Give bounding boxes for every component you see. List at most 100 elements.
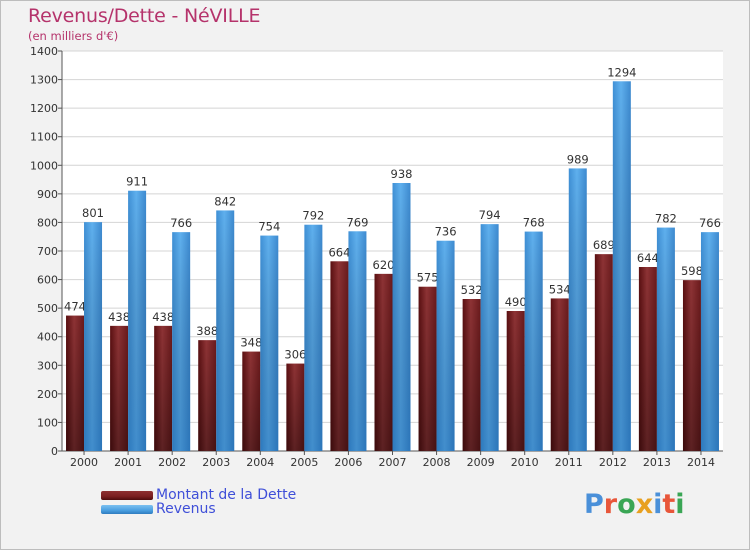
y-tick-label: 100 xyxy=(37,416,58,429)
y-tick-label: 1400 xyxy=(30,45,58,58)
legend-swatch-revenue xyxy=(101,504,153,514)
x-tick-label: 2003 xyxy=(202,456,230,469)
data-label-revenue: 768 xyxy=(523,216,545,230)
data-label-revenue: 911 xyxy=(126,175,148,189)
data-label-debt: 490 xyxy=(505,295,527,309)
data-label-debt: 689 xyxy=(593,238,615,252)
bar-revenue-shade xyxy=(656,227,675,451)
data-label-debt: 348 xyxy=(240,336,262,350)
y-tick-label: 400 xyxy=(37,331,58,344)
bar-debt-shade xyxy=(198,340,217,451)
y-tick-label: 1000 xyxy=(30,159,58,172)
bar-debt-shade xyxy=(242,351,261,451)
logo-letter: i xyxy=(653,489,663,520)
logo-letter: i xyxy=(675,489,685,520)
y-tick-label: 300 xyxy=(37,359,58,372)
bar-debt-shade xyxy=(330,261,349,451)
y-tick-label: 900 xyxy=(37,188,58,201)
x-tick-label: 2004 xyxy=(246,456,274,469)
data-label-debt: 664 xyxy=(328,245,350,259)
bar-debt-shade xyxy=(374,273,393,451)
bar-debt-shade xyxy=(462,299,481,451)
data-label-revenue: 842 xyxy=(214,194,236,208)
bar-debt-shade xyxy=(506,311,525,451)
y-tick-label: 1300 xyxy=(30,74,58,87)
data-label-revenue: 782 xyxy=(655,212,677,226)
data-label-debt: 532 xyxy=(461,283,483,297)
bar-revenue-shade xyxy=(568,168,587,451)
logo-letter: t xyxy=(662,489,676,520)
bar-revenue-shade xyxy=(480,224,499,451)
data-label-revenue: 989 xyxy=(567,152,589,166)
legend-item-debt: Montant de la Dette xyxy=(101,487,296,503)
x-tick-label: 2008 xyxy=(423,456,451,469)
legend-item-revenue: Revenus xyxy=(101,501,216,517)
data-label-revenue: 938 xyxy=(391,167,413,181)
bar-revenue-shade xyxy=(612,81,631,452)
data-label-revenue: 769 xyxy=(346,215,368,229)
data-label-revenue: 1294 xyxy=(607,65,636,79)
bar-debt-shade xyxy=(110,325,129,451)
data-label-revenue: 754 xyxy=(258,220,280,234)
data-label-debt: 575 xyxy=(417,271,439,285)
y-tick-label: 700 xyxy=(37,245,58,258)
legend-swatch-debt xyxy=(101,490,153,500)
legend-label-debt: Montant de la Dette xyxy=(156,487,297,503)
data-label-revenue: 792 xyxy=(302,209,324,223)
bar-revenue-shade xyxy=(348,231,367,451)
bar-debt-shade xyxy=(418,286,437,451)
bar-revenue-shade xyxy=(304,224,323,451)
bar-revenue-shade xyxy=(260,235,279,451)
y-tick-label: 200 xyxy=(37,388,58,401)
chart-title: Revenus/Dette - NéVILLE xyxy=(28,5,261,27)
bar-debt-shade xyxy=(66,315,85,451)
x-tick-label: 2000 xyxy=(70,456,98,469)
logo-letter: o xyxy=(617,489,636,520)
bar-debt-shade xyxy=(594,254,613,451)
data-label-debt: 474 xyxy=(64,300,86,314)
x-tick-label: 2014 xyxy=(687,456,715,469)
data-label-debt: 438 xyxy=(152,310,174,324)
data-label-revenue: 736 xyxy=(435,225,457,239)
logo-letter: r xyxy=(603,489,618,520)
bar-revenue-shade xyxy=(436,240,455,451)
logo-letter: P xyxy=(584,489,604,520)
bar-debt-shade xyxy=(638,267,657,451)
data-label-debt: 306 xyxy=(284,348,306,362)
bar-revenue-shade xyxy=(172,232,191,451)
bar-revenue-shade xyxy=(392,183,411,451)
bar-debt-shade xyxy=(286,363,305,451)
bar-debt-shade xyxy=(682,280,701,451)
x-tick-label: 2001 xyxy=(114,456,142,469)
x-tick-label: 2007 xyxy=(379,456,407,469)
bar-debt-shade xyxy=(154,325,173,451)
bar-debt-shade xyxy=(550,298,569,451)
data-label-revenue: 766 xyxy=(170,216,192,230)
bar-revenue-shade xyxy=(216,210,235,451)
legend-label-revenue: Revenus xyxy=(156,501,216,517)
x-tick-label: 2011 xyxy=(555,456,583,469)
bar-revenue-shade xyxy=(84,222,103,451)
data-label-debt: 388 xyxy=(196,324,218,338)
chart-subtitle: (en milliers d'€) xyxy=(28,29,119,43)
data-label-revenue: 794 xyxy=(479,208,501,222)
x-tick-label: 2010 xyxy=(511,456,539,469)
data-label-revenue: 766 xyxy=(699,216,721,230)
bar-revenue-shade xyxy=(700,232,719,451)
data-label-debt: 438 xyxy=(108,310,130,324)
y-tick-label: 500 xyxy=(37,302,58,315)
y-tick-label: 1200 xyxy=(30,102,58,115)
data-label-debt: 620 xyxy=(373,258,395,272)
data-label-revenue: 801 xyxy=(82,206,104,220)
x-tick-label: 2002 xyxy=(158,456,186,469)
data-label-debt: 644 xyxy=(637,251,659,265)
data-label-debt: 598 xyxy=(681,264,703,278)
x-tick-label: 2009 xyxy=(467,456,495,469)
logo-letter: x xyxy=(635,489,654,520)
bar-revenue-shade xyxy=(128,190,147,451)
y-tick-label: 1100 xyxy=(30,131,58,144)
y-tick-label: 600 xyxy=(37,274,58,287)
x-tick-label: 2012 xyxy=(599,456,627,469)
data-label-debt: 534 xyxy=(549,282,571,296)
